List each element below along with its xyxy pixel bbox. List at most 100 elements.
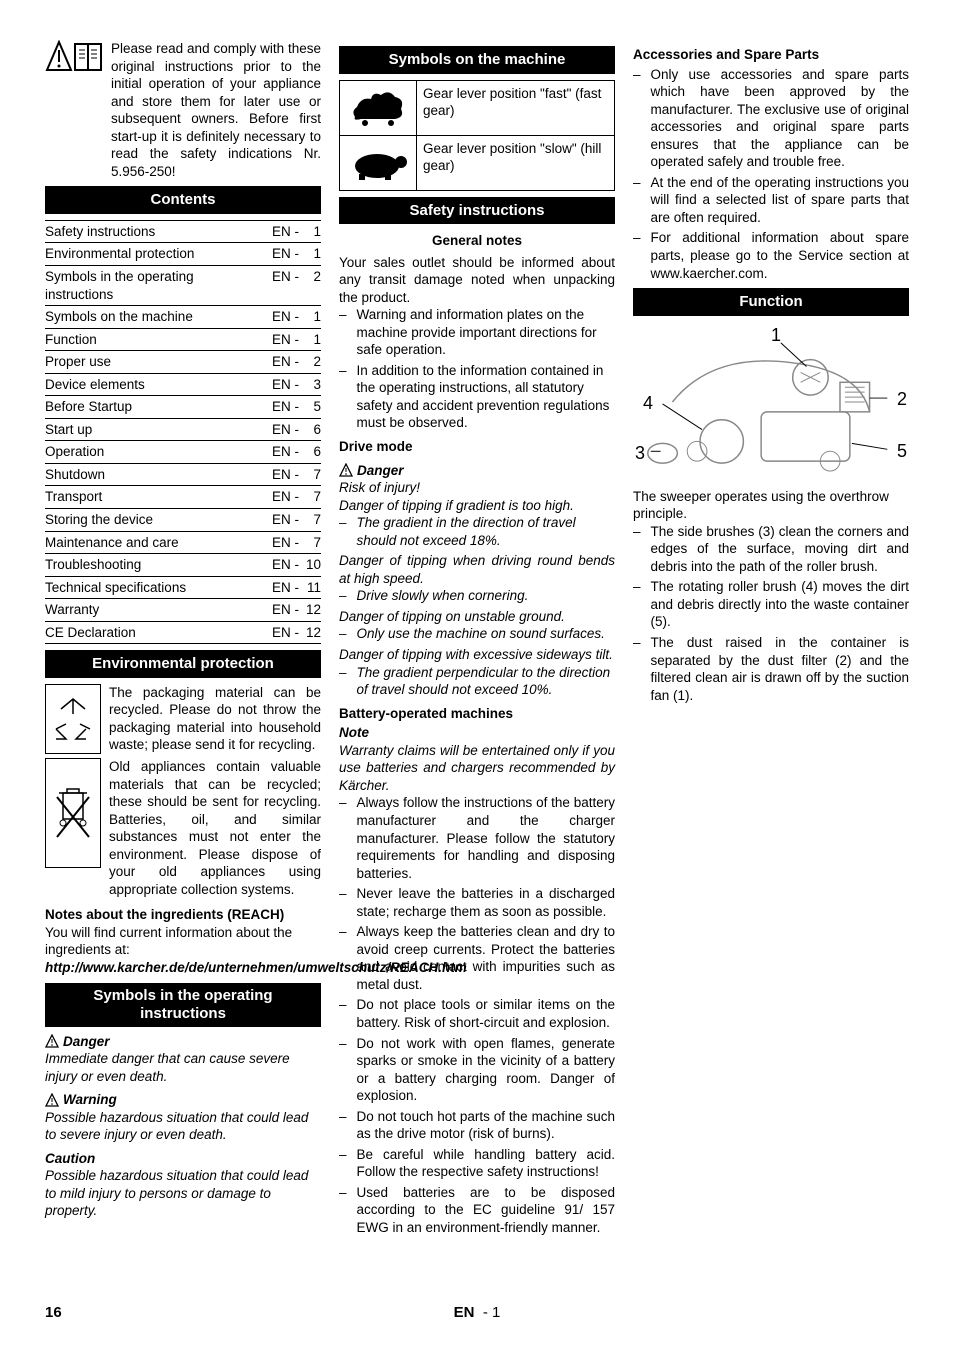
caution-desc: Possible hazardous situation that could … [45,1167,321,1220]
sym-machine-header: Symbols on the machine [339,46,615,74]
drive-danger-h: Danger [339,462,615,480]
weee-icon [45,758,101,868]
list-item: Only use accessories and spare parts whi… [633,66,909,171]
env-header: Environmental protection [45,650,321,678]
list-item: The dust raised in the container is sepa… [633,634,909,704]
battery-list: Always follow the instructions of the ba… [339,794,615,1236]
tip-side-sub: The gradient perpendicular to the direct… [339,664,615,699]
danger-desc: Immediate danger that can cause severe i… [45,1050,321,1085]
list-item: Do not touch hot parts of the machine su… [339,1108,615,1143]
note-d: Warranty claims will be entertained only… [339,742,615,795]
diagram-label-4: 4 [643,392,653,415]
diagram-label-5: 5 [897,440,907,463]
env-text-1: The packaging material can be recycled. … [109,684,321,754]
toc-row: Technical specificationsEN -11 [45,576,321,599]
toc-row: Symbols in the operating instructionsEN … [45,265,321,305]
tip-high-sub: The gradient in the direction of travel … [339,514,615,549]
toc-row: Start upEN -6 [45,418,321,441]
toc-row: CE DeclarationEN -12 [45,621,321,644]
list-item: Do not work with open flames, generate s… [339,1035,615,1105]
function-diagram: 1 2 3 4 5 [633,322,909,482]
diagram-label-2: 2 [897,388,907,411]
diagram-label-1: 1 [771,324,781,347]
page-number-left: 16 [45,1303,62,1323]
battery-h: Battery-operated machines [339,705,615,723]
safety-header: Safety instructions [339,197,615,225]
general-list: Warning and information plates on the ma… [339,306,615,432]
page-columns: Please read and comply with these origin… [45,40,909,1240]
tip-high: Danger of tipping if gradient is too hig… [339,497,615,515]
caution-heading: Caution [45,1150,321,1168]
danger-heading: Danger [45,1033,321,1051]
list-item: The rotating roller brush (4) moves the … [633,578,909,631]
toc-row: TransportEN -7 [45,486,321,509]
intro-text: Please read and comply with these origin… [111,40,321,180]
list-item: Always follow the instructions of the ba… [339,794,615,882]
list-item: Be careful while handling battery acid. … [339,1146,615,1181]
column-2: Symbols on the machine Gear lever positi… [339,40,615,1240]
warning-triangle-icon [45,1093,59,1107]
reach-title: Notes about the ingredients (REACH) [45,906,321,924]
list-item: For additional information about spare p… [633,229,909,282]
toc-row: Proper useEN -2 [45,351,321,374]
toc-row: Symbols on the machineEN -1 [45,306,321,329]
toc-table: Safety instructionsEN -1Environmental pr… [45,220,321,644]
column-3: Accessories and Spare Parts Only use acc… [633,40,909,1240]
hare-icon [339,81,417,135]
reach-url: http://www.karcher.de/de/unternehmen/umw… [45,959,321,977]
tip-bends-sub: Drive slowly when cornering. [339,587,615,605]
tip-side: Danger of tipping with excessive sideway… [339,646,615,664]
recycle-icon [45,684,101,754]
list-item: The side brushes (3) clean the corners a… [633,523,909,576]
env-text-2: Old appliances contain valuable material… [109,758,321,898]
tip-ground-sub: Only use the machine on sound surfaces. [339,625,615,643]
list-item: In addition to the information contained… [339,362,615,432]
list-item: Warning and information plates on the ma… [339,306,615,359]
contents-header: Contents [45,186,321,214]
reach-text: You will find current information about … [45,924,321,959]
env-row-1: The packaging material can be recycled. … [45,684,321,754]
manual-icon [45,40,103,74]
toc-row: Safety instructionsEN -1 [45,220,321,243]
acc-list: Only use accessories and spare parts whi… [633,66,909,283]
toc-row: FunctionEN -1 [45,328,321,351]
intro-block: Please read and comply with these origin… [45,40,321,180]
page-number-center: EN - 1 [454,1303,501,1323]
acc-h: Accessories and Spare Parts [633,46,909,64]
symbol-table: Gear lever position "fast" (fast gear) G… [339,80,615,191]
warning-triangle-icon [339,463,353,477]
warning-desc: Possible hazardous situation that could … [45,1109,321,1144]
toc-row: ShutdownEN -7 [45,463,321,486]
diagram-label-3: 3 [635,442,645,465]
tortoise-icon [339,136,417,190]
toc-row: Before StartupEN -5 [45,396,321,419]
function-header: Function [633,288,909,316]
toc-row: Environmental protectionEN -1 [45,243,321,266]
general-notes-h: General notes [339,232,615,250]
drive-mode-h: Drive mode [339,438,615,456]
list-item: Always keep the batteries clean and dry … [339,923,615,993]
toc-row: Storing the deviceEN -7 [45,508,321,531]
note-t: Note [339,724,615,742]
risk-injury: Risk of injury! [339,479,615,497]
list-item: At the end of the operating instructions… [633,174,909,227]
func-list: The side brushes (3) clean the corners a… [633,523,909,704]
toc-row: WarrantyEN -12 [45,599,321,622]
warning-heading: Warning [45,1091,321,1109]
general-intro: Your sales outlet should be informed abo… [339,254,615,307]
slow-text: Gear lever position "slow" (hill gear) [417,136,615,190]
warning-triangle-icon [45,1034,59,1048]
sym-instr-header: Symbols in the operating instructions [45,983,321,1027]
toc-row: Maintenance and careEN -7 [45,531,321,554]
page-footer: 16 EN - 1 [45,1303,909,1323]
symbol-row-fast: Gear lever position "fast" (fast gear) [339,81,615,136]
list-item: Do not place tools or similar items on t… [339,996,615,1031]
symbol-row-slow: Gear lever position "slow" (hill gear) [339,136,615,191]
list-item: Never leave the batteries in a discharge… [339,885,615,920]
env-row-2: Old appliances contain valuable material… [45,758,321,898]
toc-row: Device elementsEN -3 [45,373,321,396]
column-1: Please read and comply with these origin… [45,40,321,1240]
fast-text: Gear lever position "fast" (fast gear) [417,81,615,135]
toc-row: OperationEN -6 [45,441,321,464]
tip-bends: Danger of tipping when driving round ben… [339,552,615,587]
